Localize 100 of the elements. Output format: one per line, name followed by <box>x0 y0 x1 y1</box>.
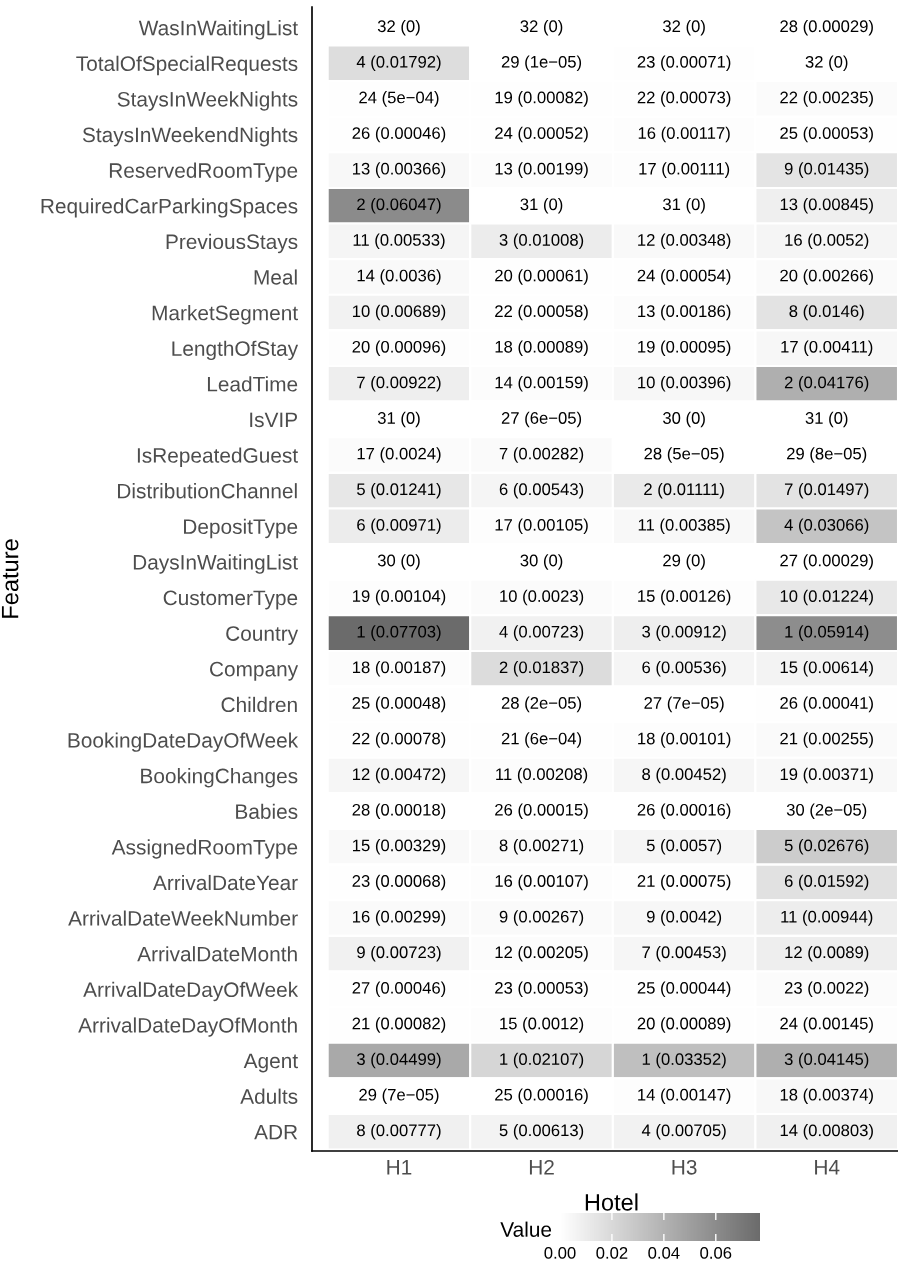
y-tick-label: MarketSegment <box>152 305 298 325</box>
data-label: 8 (0.0146) <box>789 304 864 321</box>
y-tick-label: ArrivalDateWeekNumber <box>68 910 298 926</box>
data-label: 14 (0.0036) <box>357 269 441 285</box>
data-label: 5 (0.0057) <box>646 839 722 855</box>
data-label: 4 (0.00705) <box>641 1124 726 1140</box>
data-label: 8 (0.00452) <box>642 767 726 784</box>
data-label: 12 (0.00205) <box>495 945 588 962</box>
data-label: 25 (0.00048) <box>352 696 446 713</box>
y-tick-label: Agent <box>243 1053 298 1073</box>
data-label: 23 (0.00068) <box>352 874 446 891</box>
data-label: 25 (0.00016) <box>495 1088 588 1104</box>
data-label: 11 (0.00944) <box>781 910 873 926</box>
data-label: 18 (0.00187) <box>352 660 446 677</box>
y-tick-label: StaysInWeekNights <box>117 91 298 111</box>
data-label: 18 (0.00374) <box>780 1088 873 1104</box>
data-label: 8 (0.00777) <box>357 1124 441 1140</box>
data-label: 4 (0.01792) <box>356 55 441 72</box>
data-label: 21 (0.00075) <box>637 874 731 891</box>
color-bar-label: 0.02 <box>596 1247 628 1259</box>
data-label: 31 (0) <box>663 197 705 214</box>
data-label: 15 (0.00329) <box>352 839 446 855</box>
y-tick-label: ReservedRoomType <box>109 162 298 182</box>
data-label: 22 (0.00073) <box>637 91 731 107</box>
data-label: 25 (0.00044) <box>637 981 731 998</box>
data-label: 24 (0.00054) <box>637 269 731 285</box>
data-label: 30 (0) <box>377 554 420 570</box>
y-tick-label: Country <box>226 626 299 646</box>
data-label: 10 (0.0023) <box>500 589 584 606</box>
data-label: 21 (6e−04) <box>501 732 582 748</box>
y-tick-label: ArrivalDateYear <box>153 874 298 891</box>
data-label: 22 (0.00058) <box>495 304 588 321</box>
data-label: 9 (0.0042) <box>646 910 722 926</box>
x-tick-label: H4 <box>815 1160 840 1175</box>
data-label: 11 (0.00533) <box>353 233 445 250</box>
data-label: 27 (0.00046) <box>352 981 446 998</box>
data-label: 12 (0.00472) <box>352 767 446 784</box>
data-label: 24 (5e−04) <box>359 91 439 107</box>
data-label: 13 (0.00186) <box>638 304 731 321</box>
data-label: 29 (7e−05) <box>359 1088 439 1104</box>
data-label: 14 (0.00147) <box>638 1088 731 1104</box>
data-label: 18 (0.00101) <box>638 732 731 748</box>
data-label: 29 (0) <box>663 554 705 570</box>
data-label: 7 (0.00282) <box>499 447 584 463</box>
y-tick-label: LeadTime <box>207 376 298 392</box>
data-label: 4 (0.03066) <box>784 518 869 535</box>
data-label: 31 (0) <box>805 411 848 428</box>
data-label: 28 (2e−05) <box>501 696 582 713</box>
data-label: 27 (7e−05) <box>644 696 724 713</box>
data-label: 26 (0.00016) <box>637 803 731 819</box>
data-label: 10 (0.01224) <box>780 589 873 606</box>
y-tick-label: IsRepeatedGuest <box>137 447 298 467</box>
data-label: 1 (0.02107) <box>500 1052 584 1069</box>
y-tick-label: Babies <box>236 803 298 819</box>
data-label: 29 (8e−05) <box>787 447 867 463</box>
y-tick-label: LengthOfStay <box>172 340 299 361</box>
data-label: 6 (0.01592) <box>784 874 869 891</box>
y-tick-label: CustomerType <box>163 590 298 610</box>
data-label: 6 (0.00971) <box>357 518 441 535</box>
data-label: 3 (0.04499) <box>356 1052 441 1069</box>
y-axis-title: Feature <box>1 539 19 618</box>
y-tick-label: BookingDateDayOfWeek <box>68 732 299 752</box>
data-label: 8 (0.00271) <box>499 839 584 855</box>
data-label: 7 (0.01497) <box>784 482 869 499</box>
data-label: 22 (0.00078) <box>352 732 446 748</box>
data-label: 26 (0.00015) <box>495 803 588 819</box>
y-tick-label: RequiredCarParkingSpaces <box>41 198 298 218</box>
y-tick-label: AssignedRoomType <box>111 839 298 859</box>
data-label: 2 (0.04176) <box>784 376 869 392</box>
x-tick-label: H2 <box>529 1159 554 1175</box>
data-label: 25 (0.00053) <box>780 126 873 143</box>
data-label: 19 (0.00082) <box>495 91 588 107</box>
data-label: 32 (0) <box>520 19 563 36</box>
data-label: 20 (0.00266) <box>780 269 873 285</box>
data-label: 5 (0.01241) <box>357 482 441 499</box>
data-label: 30 (0) <box>520 554 563 570</box>
data-label: 23 (0.00071) <box>637 55 731 72</box>
data-label: 23 (0.00053) <box>495 981 588 998</box>
data-label: 27 (6e−05) <box>501 411 582 428</box>
data-label: 28 (0.00029) <box>780 19 873 36</box>
y-tick-label: BookingChanges <box>141 768 298 788</box>
data-label: 20 (0.00089) <box>637 1017 731 1033</box>
data-label: 7 (0.00922) <box>357 376 441 392</box>
data-label: 2 (0.06047) <box>357 197 441 214</box>
data-label: 3 (0.04145) <box>784 1052 869 1069</box>
y-tick-label: ArrivalDateMonth <box>137 946 297 962</box>
data-label: 14 (0.00159) <box>495 376 588 392</box>
data-label: 24 (0.00052) <box>495 126 588 143</box>
data-label: 20 (0.00061) <box>495 269 588 285</box>
y-tick-label: Adults <box>240 1088 298 1104</box>
data-label: 15 (0.0012) <box>500 1017 584 1033</box>
y-tick-label: PreviousStays <box>166 233 298 254</box>
data-label: 20 (0.00096) <box>352 340 446 356</box>
data-label: 21 (0.00082) <box>352 1017 446 1033</box>
data-label: 16 (0.00299) <box>352 910 446 926</box>
x-tick-label: H3 <box>672 1159 697 1175</box>
y-tick-label: ArrivalDateDayOfMonth <box>78 1017 297 1037</box>
data-label: 3 (0.01008) <box>499 233 584 250</box>
data-label: 28 (5e−05) <box>644 447 724 463</box>
y-tick-label: DepositType <box>184 518 298 539</box>
